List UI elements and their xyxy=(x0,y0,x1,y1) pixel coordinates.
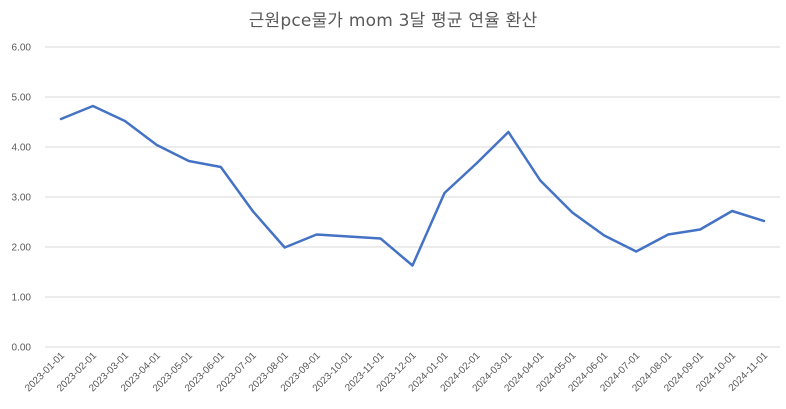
y-tick-label: 1.00 xyxy=(12,293,32,304)
y-tick-label: 3.00 xyxy=(12,193,32,204)
y-tick-label: 2.00 xyxy=(12,243,32,254)
series-line xyxy=(59,104,766,267)
y-tick-label: 5.00 xyxy=(12,93,32,104)
chart-title: 근원pce물가 mom 3달 평균 연율 환산 xyxy=(248,11,538,31)
y-axis-ticks: 0.00 1.00 2.00 3.00 4.00 5.00 6.00 xyxy=(12,43,32,354)
series-layer xyxy=(59,104,766,267)
x-axis-ticks: 2023-01-012023-02-012023-03-012023-04-01… xyxy=(23,350,770,394)
y-tick-label: 6.00 xyxy=(12,43,32,54)
y-tick-label: 4.00 xyxy=(12,143,32,154)
y-tick-label: 0.00 xyxy=(12,343,32,354)
gridlines xyxy=(45,46,780,348)
